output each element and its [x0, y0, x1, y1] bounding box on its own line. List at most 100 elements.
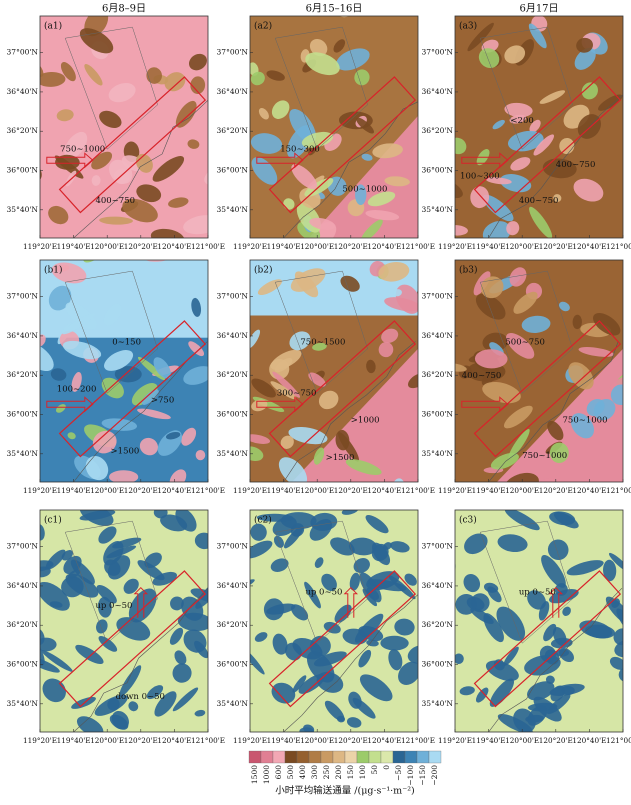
field-patch	[250, 523, 267, 541]
field-patch	[378, 342, 394, 358]
field-patch	[266, 70, 285, 81]
map-panel	[250, 16, 418, 238]
y-tick-label: 36°40'N	[7, 581, 39, 590]
field-patch	[524, 655, 561, 676]
field-patch	[598, 94, 623, 111]
panel-frame	[39, 259, 209, 483]
field-patch	[506, 333, 535, 359]
y-tick-label: 36°40'N	[422, 331, 454, 340]
x-tick-label: 119°40'E	[267, 486, 301, 495]
field-patch	[553, 194, 562, 203]
panel-frame	[249, 259, 419, 483]
map-panel	[40, 510, 208, 732]
field-patch	[64, 131, 88, 159]
x-tick-label: 119°20'E	[23, 736, 57, 745]
y-tick-label: 37°00'N	[422, 542, 454, 551]
field-patch	[165, 431, 181, 440]
study-box	[268, 570, 417, 708]
field-patch	[372, 143, 403, 159]
flux-annotation: 400~750	[556, 160, 596, 170]
study-box	[58, 320, 207, 458]
y-tick-label: 37°00'N	[7, 48, 39, 57]
x-tick-label: 120°00'E	[505, 242, 539, 251]
field-patch	[116, 617, 151, 641]
x-tick-label: 121°00'E	[606, 736, 631, 745]
field-patch	[345, 459, 382, 475]
flux-annotation: 750~1000	[522, 451, 567, 461]
transport-arrow	[46, 152, 94, 169]
field-patch	[609, 656, 623, 670]
field-patch	[195, 449, 206, 461]
y-tick-label: 36°20'N	[7, 126, 39, 135]
study-box	[58, 76, 207, 214]
field-patch	[190, 76, 206, 94]
field-patch	[251, 157, 278, 185]
field-patch	[388, 649, 403, 671]
field-patch	[543, 623, 557, 642]
field-patch	[503, 472, 539, 482]
field-patch	[618, 667, 623, 683]
field-patch	[56, 404, 66, 413]
panel-frame	[454, 15, 624, 239]
colorbar-label: 200	[334, 765, 343, 780]
field-patch	[251, 399, 268, 412]
x-tick-label: 120°20'E	[124, 242, 158, 251]
field-patch	[354, 613, 384, 643]
panel-label: (b2)	[254, 265, 273, 276]
field-patch	[290, 268, 326, 292]
x-tick-label: 121°00'E	[606, 486, 631, 495]
field-patch	[45, 549, 66, 570]
y-tick-label: 37°00'N	[7, 542, 39, 551]
colorbar-swatch	[296, 750, 310, 764]
y-tick-label: 37°00'N	[422, 292, 454, 301]
field-patch	[622, 586, 631, 618]
field-patch	[359, 674, 393, 702]
field-patch	[97, 596, 112, 618]
flux-annotation: >1000	[351, 415, 380, 425]
field-patch	[106, 545, 137, 559]
field-patch	[482, 381, 521, 404]
field-patch	[137, 560, 165, 581]
field-patch	[417, 627, 439, 656]
transport-arrow	[46, 396, 94, 413]
y-tick-label: 37°00'N	[217, 292, 249, 301]
y-tick-label: 36°20'N	[217, 126, 249, 135]
x-tick-label: 120°00'E	[300, 486, 334, 495]
x-tick-label: 120°00'E	[505, 486, 539, 495]
field-patch	[160, 514, 188, 532]
field-patch	[475, 687, 489, 703]
field-patch	[50, 368, 67, 381]
x-tick-label: 121°00'E	[401, 242, 435, 251]
study-box	[268, 76, 417, 214]
field-patch	[381, 328, 399, 344]
field-patch	[195, 579, 208, 609]
field-patch	[509, 267, 527, 287]
field-patch	[172, 687, 199, 712]
y-tick-label: 35°40'N	[7, 699, 39, 708]
field-patch	[467, 22, 494, 52]
field-patch	[250, 434, 271, 444]
field-patch	[175, 100, 197, 128]
y-tick-label: 36°00'N	[7, 660, 39, 669]
field-patch	[480, 276, 504, 299]
map-panel	[250, 260, 418, 482]
x-tick-label: 120°40'E	[572, 736, 606, 745]
x-tick-label: 119°40'E	[57, 486, 91, 495]
field-patch	[108, 83, 136, 103]
map-panel	[250, 510, 418, 732]
x-tick-label: 120°40'E	[367, 242, 401, 251]
y-tick-label: 36°40'N	[217, 331, 249, 340]
field-patch	[478, 48, 500, 69]
field-patch	[529, 206, 553, 238]
boundary	[274, 270, 368, 394]
colorbar-label: 1000	[262, 765, 271, 784]
field-patch	[194, 532, 208, 550]
field-patch	[626, 53, 631, 77]
field-patch	[547, 420, 564, 441]
y-tick-label: 36°40'N	[217, 581, 249, 590]
x-tick-label: 120°40'E	[367, 736, 401, 745]
field-patch	[119, 665, 142, 697]
field-patch	[301, 131, 334, 148]
field-patch	[174, 650, 187, 665]
field-patch	[455, 363, 467, 372]
